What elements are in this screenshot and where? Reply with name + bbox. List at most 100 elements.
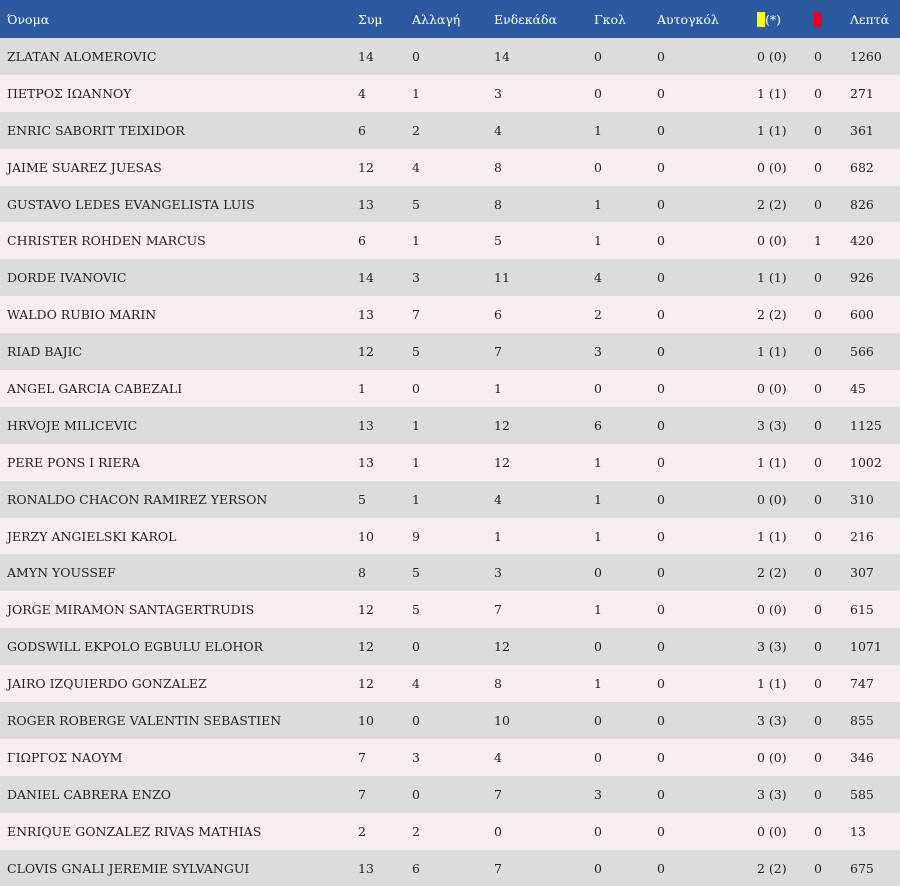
starting-cell: 1 [494, 528, 502, 544]
player-name-cell[interactable]: DANIEL CABRERA ENZO [7, 786, 172, 802]
goals-cell: 0 [594, 823, 602, 839]
yellow-cards-cell: 0 (0) [757, 823, 787, 839]
starting-cell: 4 [494, 749, 502, 765]
player-name-cell[interactable]: GUSTAVO LEDES EVANGELISTA LUIS [7, 196, 255, 212]
own-goals-cell: 0 [657, 823, 665, 839]
yellow-cards-cell: 1 (1) [757, 676, 787, 692]
own-goals-cell: 0 [657, 270, 665, 286]
red-cards-cell: 0 [814, 159, 822, 175]
yellow-cards-cell: 3 (3) [757, 786, 787, 802]
player-name-cell[interactable]: JERZY ANGIELSKI KAROL [7, 528, 177, 544]
substitute-cell: 1 [412, 417, 420, 433]
header-own-goals[interactable]: Αυτογκόλ [657, 11, 719, 27]
player-name-cell[interactable]: HRVOJE MILICEVIC [7, 417, 138, 433]
table-row: GODSWILL EKPOLO EGBULU ELOHOR 12 0 12 0 0 3 (3… [0, 628, 900, 666]
header-goals[interactable]: Γκολ [594, 11, 626, 27]
appearances-cell: 13 [358, 860, 374, 876]
starting-cell: 10 [494, 712, 510, 728]
player-name-cell[interactable]: CHRISTER ROHDEN MARCUS [7, 233, 206, 249]
red-cards-cell: 0 [814, 196, 822, 212]
substitute-cell: 5 [412, 344, 420, 360]
red-cards-cell: 0 [814, 786, 822, 802]
player-name-cell[interactable]: DORDE IVANOVIC [7, 270, 127, 286]
header-starting[interactable]: Ενδεκάδα [494, 11, 557, 27]
table-row: PERE PONS I RIERA 13 1 12 1 0 1 (1) 0 1002 [0, 443, 900, 481]
table-row: HRVOJE MILICEVIC 13 1 12 6 0 3 (3) 0 1125 [0, 406, 900, 444]
own-goals-cell: 0 [657, 676, 665, 692]
own-goals-cell: 0 [657, 860, 665, 876]
player-name-cell[interactable]: CLOVIS GNALI JEREMIE SYLVANGUI [7, 860, 250, 876]
appearances-cell: 2 [358, 823, 366, 839]
table-row: GUSTAVO LEDES EVANGELISTA LUIS 13 5 8 1 0 2 (2… [0, 185, 900, 223]
yellow-cards-cell: 0 (0) [757, 380, 787, 396]
player-name-cell[interactable]: JAIRO IZQUIERDO GONZALEZ [7, 676, 207, 692]
appearances-cell: 13 [358, 417, 374, 433]
minutes-cell: 216 [850, 528, 874, 544]
header-substitute[interactable]: Αλλαγή [412, 11, 461, 27]
yellow-cards-cell: 1 (1) [757, 122, 787, 138]
yellow-cards-cell: 1 (1) [757, 454, 787, 470]
own-goals-cell: 0 [657, 122, 665, 138]
yellow-cards-cell: 0 (0) [757, 48, 787, 64]
own-goals-cell: 0 [657, 85, 665, 101]
red-cards-cell: 0 [814, 344, 822, 360]
header-name[interactable]: Όνομα [7, 11, 50, 27]
red-cards-cell: 0 [814, 749, 822, 765]
minutes-cell: 1125 [850, 417, 882, 433]
minutes-cell: 346 [850, 749, 874, 765]
substitute-cell: 3 [412, 749, 420, 765]
minutes-cell: 926 [850, 270, 874, 286]
player-name-cell[interactable]: RONALDO CHACON RAMIREZ YERSON [7, 491, 268, 507]
header-minutes[interactable]: Λεπτά [850, 11, 890, 27]
player-name-cell[interactable]: ENRIQUE GONZALEZ RIVAS MATHIAS [7, 823, 262, 839]
player-name-cell[interactable]: WALDO RUBIO MARIN [7, 307, 157, 323]
table-row: RIAD BAJIC 12 5 7 3 0 1 (1) 0 566 [0, 333, 900, 371]
appearances-cell: 8 [358, 565, 366, 581]
appearances-cell: 13 [358, 196, 374, 212]
player-name-cell[interactable]: JORGE MIRAMON SANTAGERTRUDIS [7, 602, 255, 618]
player-name-cell[interactable]: AMYN YOUSSEF [7, 565, 116, 581]
yellow-cards-cell: 2 (2) [757, 860, 787, 876]
own-goals-cell: 0 [657, 380, 665, 396]
player-name-cell[interactable]: PERE PONS I RIERA [7, 454, 141, 470]
goals-cell: 0 [594, 85, 602, 101]
yellow-cards-cell: 1 (1) [757, 85, 787, 101]
red-cards-cell: 0 [814, 823, 822, 839]
own-goals-cell: 0 [657, 602, 665, 618]
table-row: ANGEL GARCIA CABEZALI 1 0 1 0 0 0 (0) 0 45 [0, 370, 900, 407]
header-yellow-cards[interactable]: (*) [757, 0, 814, 38]
substitute-cell: 4 [412, 676, 420, 692]
player-name-cell[interactable]: ZLATAN ALOMEROVIC [7, 48, 157, 64]
appearances-cell: 12 [358, 159, 374, 175]
goals-cell: 0 [594, 380, 602, 396]
player-name-cell[interactable]: ANGEL GARCIA CABEZALI [7, 380, 183, 396]
yellow-cards-cell: 0 (0) [757, 491, 787, 507]
header-yellow-suffix: (*) [765, 12, 782, 27]
player-name-cell[interactable]: ENRIC SABORIT TEIXIDOR [7, 122, 185, 138]
appearances-cell: 10 [358, 712, 374, 728]
player-name-cell[interactable]: GODSWILL EKPOLO EGBULU ELOHOR [7, 639, 264, 655]
player-name-cell[interactable]: RIAD BAJIC [7, 344, 83, 360]
starting-cell: 6 [494, 307, 502, 323]
appearances-cell: 14 [358, 270, 374, 286]
player-name-cell[interactable]: ROGER ROBERGE VALENTIN SEBASTIEN [7, 712, 282, 728]
player-name-cell[interactable]: ΠΕΤΡΟΣ ΙΩΑΝΝΟΥ [7, 85, 132, 101]
own-goals-cell: 0 [657, 712, 665, 728]
starting-cell: 8 [494, 196, 502, 212]
red-cards-cell: 0 [814, 270, 822, 286]
player-name-cell[interactable]: JAIME SUAREZ JUESAS [7, 159, 162, 175]
yellow-cards-cell: 3 (3) [757, 712, 787, 728]
substitute-cell: 7 [412, 307, 420, 323]
header-red-cards[interactable] [814, 0, 850, 38]
goals-cell: 1 [594, 454, 602, 470]
minutes-cell: 615 [850, 602, 874, 618]
header-appearances[interactable]: Συμ [358, 11, 383, 27]
appearances-cell: 1 [358, 380, 366, 396]
table-row: RONALDO CHACON RAMIREZ YERSON 5 1 4 1 0 0 (0) 0… [0, 480, 900, 518]
table-row: DORDE IVANOVIC 14 3 11 4 0 1 (1) 0 926 [0, 259, 900, 297]
player-name-cell[interactable]: ΓΙΩΡΓΟΣ ΝΑΟΥΜ [7, 749, 123, 765]
minutes-cell: 585 [850, 786, 874, 802]
yellow-cards-cell: 3 (3) [757, 639, 787, 655]
goals-cell: 2 [594, 307, 602, 323]
starting-cell: 4 [494, 122, 502, 138]
